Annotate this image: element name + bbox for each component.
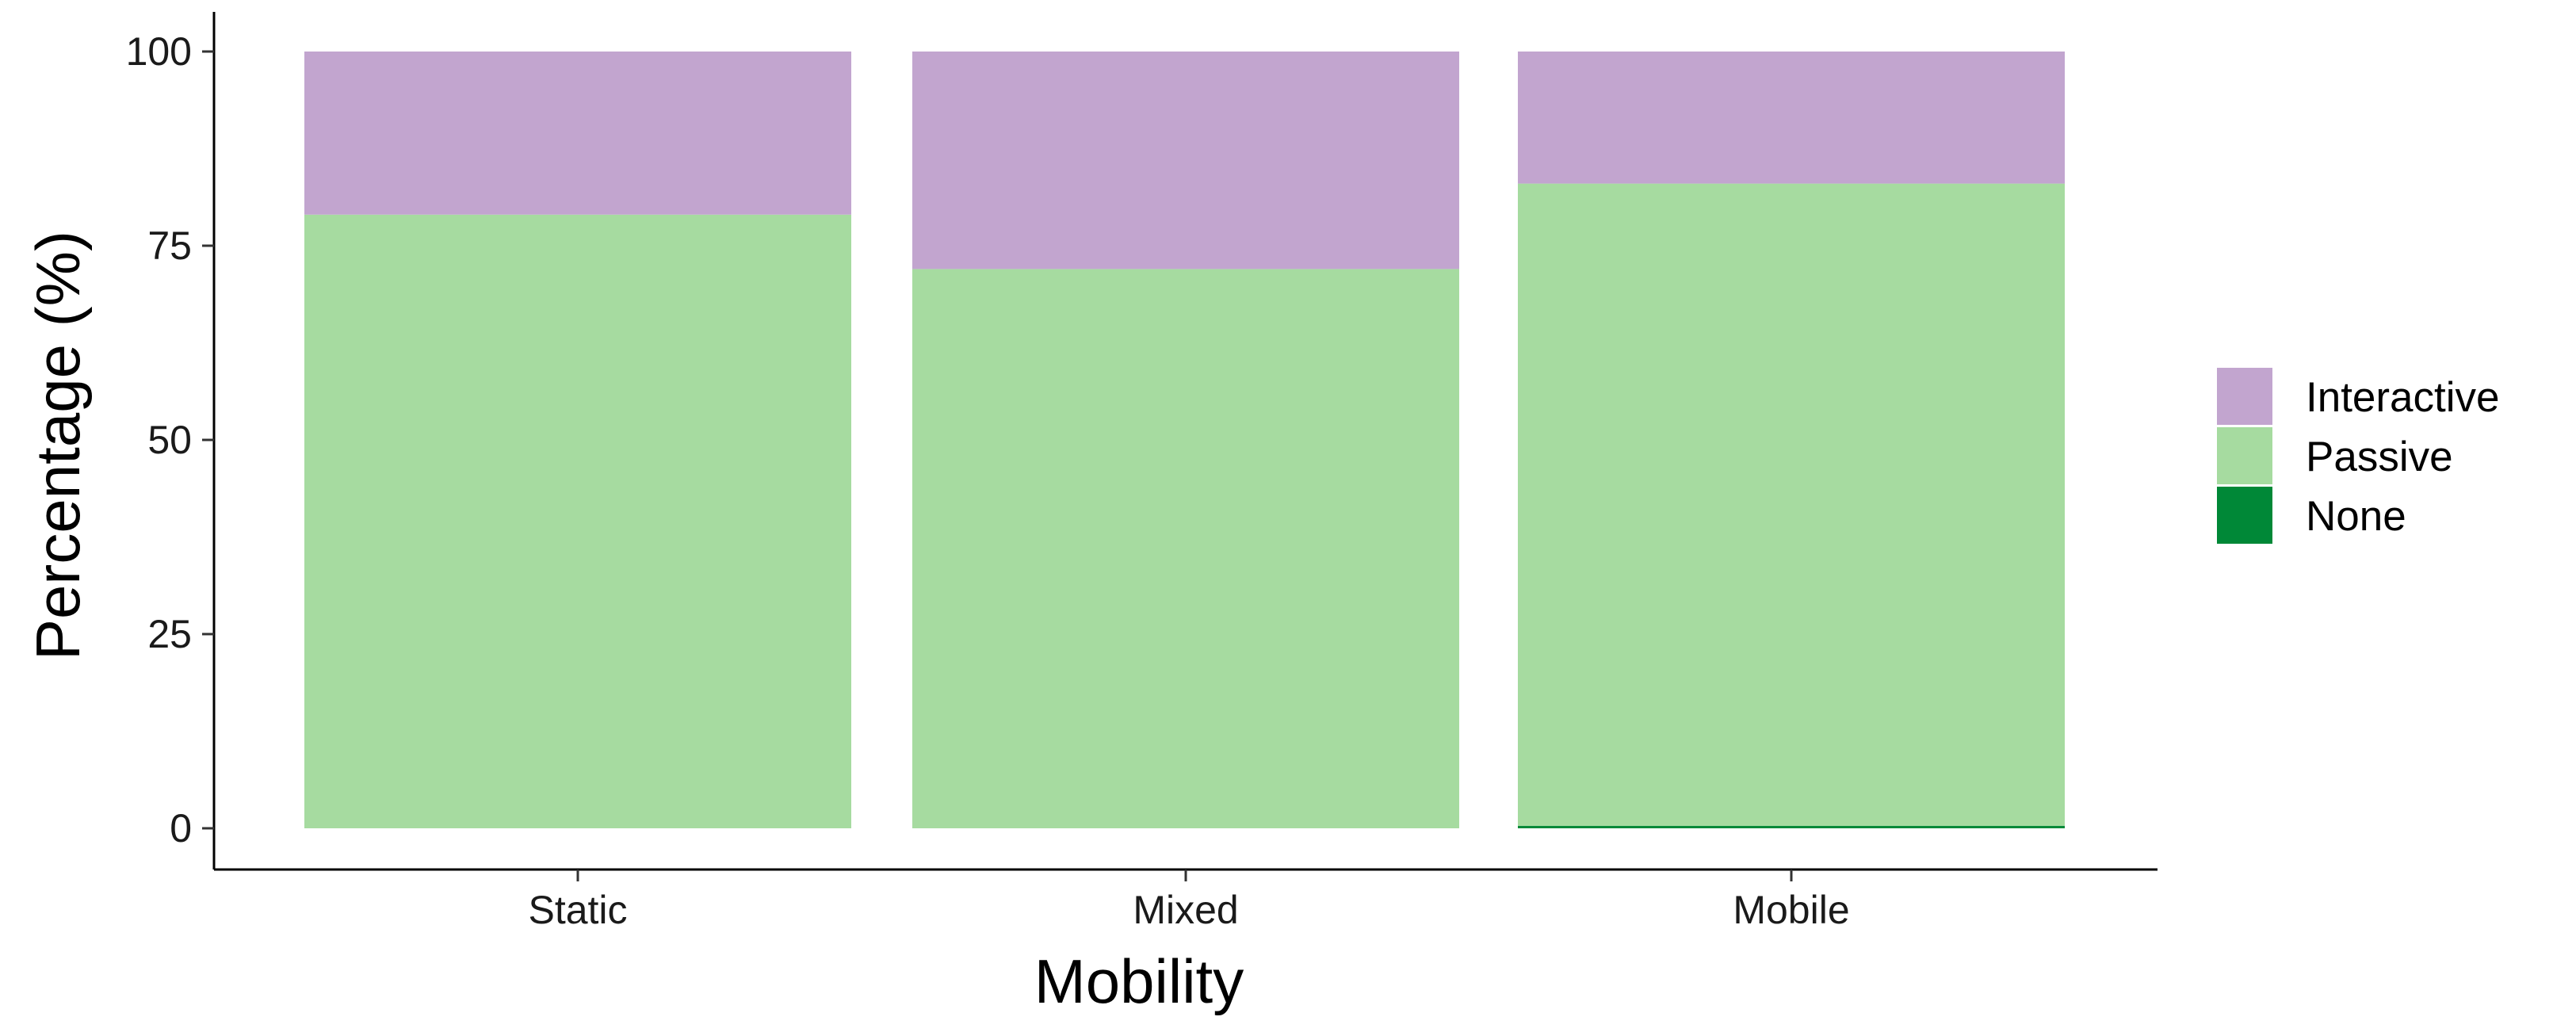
legend-label-passive: Passive bbox=[2306, 434, 2453, 480]
legend-key-interactive bbox=[2217, 368, 2272, 425]
x-tick-label-mobile: Mobile bbox=[1733, 888, 1849, 932]
bars-layer bbox=[304, 52, 2065, 828]
x-axis-title: Mobility bbox=[1034, 946, 1244, 1016]
bar-static-interactive bbox=[304, 52, 851, 215]
x-tick-label-mixed: Mixed bbox=[1133, 888, 1238, 932]
x-ticks: Static Mixed Mobile bbox=[528, 870, 1850, 932]
y-axis-title: Percentage (%) bbox=[23, 231, 93, 660]
y-tick-label-25: 25 bbox=[147, 612, 192, 656]
bar-mixed-interactive bbox=[912, 52, 1459, 269]
bar-mobile-passive bbox=[1518, 183, 2065, 827]
y-tick-label-75: 75 bbox=[147, 224, 192, 268]
y-tick-label-50: 50 bbox=[147, 418, 192, 462]
bar-mixed-passive bbox=[912, 269, 1459, 828]
legend: Interactive Passive None bbox=[2217, 368, 2500, 544]
legend-label-interactive: Interactive bbox=[2306, 374, 2500, 421]
x-tick-label-static: Static bbox=[528, 888, 627, 932]
bar-mobile-interactive bbox=[1518, 52, 2065, 184]
bar-static-passive bbox=[304, 214, 851, 828]
legend-key-passive bbox=[2217, 427, 2272, 484]
y-ticks: 0 25 50 75 100 bbox=[126, 29, 214, 850]
bar-mobile-none bbox=[1518, 826, 2065, 828]
y-tick-label-100: 100 bbox=[126, 29, 192, 74]
legend-key-none bbox=[2217, 487, 2272, 544]
y-tick-label-0: 0 bbox=[170, 806, 192, 850]
legend-label-none: None bbox=[2306, 493, 2406, 540]
